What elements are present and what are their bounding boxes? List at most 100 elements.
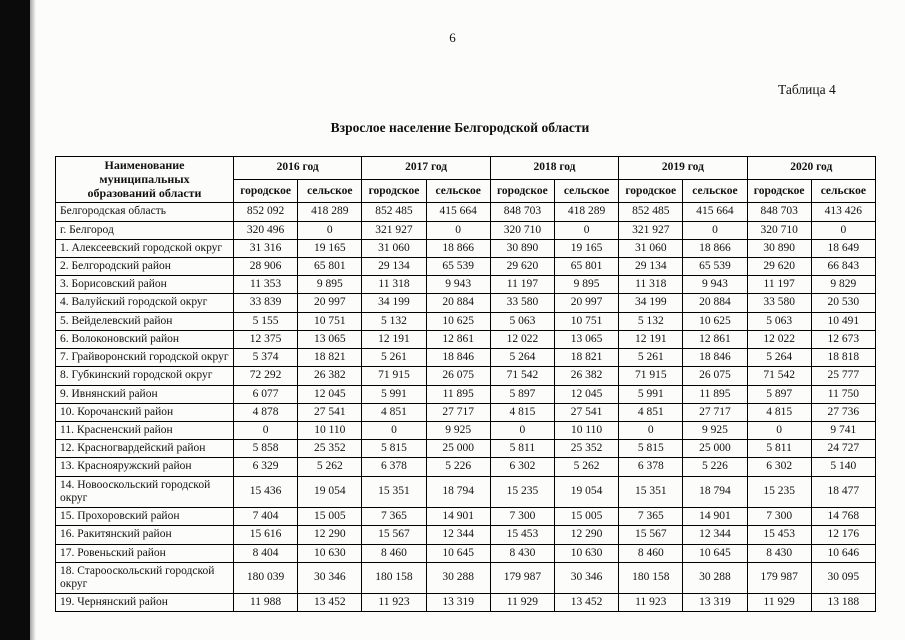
value-cell: 18 846 <box>425 348 491 368</box>
value-cell: 18 794 <box>682 475 748 509</box>
value-cell: 5 858 <box>232 439 299 459</box>
value-cell: 12 022 <box>746 329 812 350</box>
value-cell: 15 567 <box>618 525 684 545</box>
value-cell: 18 821 <box>297 348 363 368</box>
year-header: 2017 год <box>361 155 491 181</box>
value-cell: 179 987 <box>746 561 812 595</box>
value-cell: 20 530 <box>810 293 876 313</box>
value-cell: 65 539 <box>425 257 491 277</box>
table-header: Наименование муниципальных образований о… <box>55 155 876 204</box>
value-cell: 14 901 <box>425 507 491 527</box>
value-cell: 8 460 <box>361 543 427 563</box>
scan-edge-artifact <box>0 0 30 640</box>
value-cell: 5 226 <box>682 457 748 477</box>
value-cell: 19 054 <box>297 475 363 509</box>
value-cell: 13 319 <box>425 593 491 613</box>
row-name: 18. Старооскольский городской округ <box>55 561 234 595</box>
table-row: 10. Корочанский район 4 878 27 541 4 851 27 … <box>55 402 876 423</box>
page-number: 6 <box>449 30 456 45</box>
value-cell: 4 851 <box>618 402 684 423</box>
value-cell: 10 630 <box>297 543 363 563</box>
value-cell: 7 300 <box>489 507 555 527</box>
value-cell: 65 801 <box>297 257 363 277</box>
row-name: Белгородская область <box>55 202 234 222</box>
value-cell: 5 811 <box>746 439 812 459</box>
value-cell: 11 318 <box>361 275 427 295</box>
value-cell: 20 997 <box>553 293 620 313</box>
value-cell: 7 404 <box>232 507 299 527</box>
value-cell: 31 316 <box>232 238 299 259</box>
value-cell: 6 329 <box>232 457 299 477</box>
table-row: 5. Вейделевский район 5 155 10 751 5 132 10 … <box>55 311 876 331</box>
value-cell: 5 063 <box>746 311 812 331</box>
value-cell: 418 289 <box>297 202 363 222</box>
header-row-subcolumns: городское сельское городское сельское городс… <box>56 179 876 204</box>
value-cell: 8 430 <box>489 543 555 563</box>
value-cell: 33 580 <box>489 293 555 313</box>
value-cell: 18 477 <box>810 475 876 509</box>
value-cell: 15 567 <box>361 525 427 545</box>
table-row: 17. Ровеньский район 8 404 10 630 8 460 10 6… <box>55 543 876 563</box>
value-cell: 5 155 <box>232 311 299 331</box>
table-row: 9. Ивнянский район 6 077 12 045 5 991 11 895… <box>55 384 876 404</box>
value-cell: 12 861 <box>425 329 491 350</box>
table-row: 11. Красненский район 0 10 110 0 9 925 0 10 11… <box>55 421 876 441</box>
value-cell: 11 318 <box>618 275 684 295</box>
subcolumn-header: городское <box>361 179 427 204</box>
value-cell: 179 987 <box>489 561 555 595</box>
value-cell: 7 365 <box>361 507 427 527</box>
value-cell: 5 815 <box>361 439 427 459</box>
value-cell: 9 943 <box>425 275 491 295</box>
value-cell: 24 727 <box>810 439 876 459</box>
value-cell: 10 751 <box>553 311 620 331</box>
table-row: 12. Красногвардейский район 5 858 25 352 5 … <box>55 439 876 459</box>
value-cell: 65 539 <box>682 257 748 277</box>
table-row: 8. Губкинский городской округ 72 292 26 38… <box>55 366 876 386</box>
value-cell: 18 794 <box>425 475 491 509</box>
table-row: 13. Краснояружский район 6 329 5 262 6 378 5… <box>55 457 876 477</box>
value-cell: 5 261 <box>618 348 684 368</box>
value-cell: 12 344 <box>425 525 491 545</box>
value-cell: 19 165 <box>297 238 363 259</box>
value-cell: 5 991 <box>361 384 427 404</box>
value-cell: 413 426 <box>810 202 876 222</box>
value-cell: 10 625 <box>682 311 748 331</box>
value-cell: 4 851 <box>361 402 427 423</box>
value-cell: 18 866 <box>425 238 491 259</box>
table-row: 2. Белгородский район 28 906 65 801 29 134 6… <box>55 257 876 277</box>
value-cell: 13 065 <box>553 329 620 350</box>
value-cell: 27 541 <box>553 402 620 423</box>
subcolumn-header: городское <box>746 179 812 204</box>
value-cell: 71 542 <box>746 366 812 386</box>
value-cell: 848 703 <box>746 202 812 222</box>
value-cell: 11 929 <box>489 593 555 613</box>
value-cell: 9 895 <box>553 275 620 295</box>
table-row: Белгородская область 852 092 418 289 852 48… <box>55 202 876 222</box>
value-cell: 30 346 <box>553 561 620 595</box>
value-cell: 13 065 <box>297 329 363 350</box>
value-cell: 15 235 <box>746 475 812 509</box>
value-cell: 27 717 <box>425 402 491 423</box>
value-cell: 71 542 <box>489 366 555 386</box>
value-cell: 10 625 <box>425 311 491 331</box>
row-name: 7. Грайворонский городской округ <box>55 348 234 368</box>
value-cell: 8 430 <box>746 543 812 563</box>
value-cell: 10 751 <box>297 311 363 331</box>
value-cell: 4 815 <box>746 402 812 423</box>
table-row: 1. Алексеевский городской округ 31 316 19 … <box>55 238 876 259</box>
value-cell: 0 <box>682 220 748 240</box>
value-cell: 9 925 <box>682 421 748 441</box>
value-cell: 320 710 <box>489 220 555 240</box>
value-cell: 5 264 <box>489 348 555 368</box>
row-name: 3. Борисовский район <box>55 275 234 295</box>
row-name: 13. Краснояружский район <box>55 457 234 477</box>
value-cell: 5 374 <box>232 348 299 368</box>
value-cell: 5 140 <box>810 457 876 477</box>
value-cell: 10 110 <box>297 421 363 441</box>
value-cell: 12 176 <box>810 525 876 545</box>
row-name: 12. Красногвардейский район <box>55 439 234 459</box>
value-cell: 321 927 <box>618 220 684 240</box>
subcolumn-header: сельское <box>553 179 620 204</box>
year-header: 2019 год <box>618 155 748 181</box>
value-cell: 11 923 <box>361 593 427 613</box>
